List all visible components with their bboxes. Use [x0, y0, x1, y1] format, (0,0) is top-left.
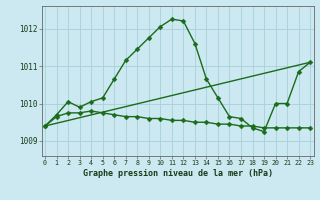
- X-axis label: Graphe pression niveau de la mer (hPa): Graphe pression niveau de la mer (hPa): [83, 169, 273, 178]
